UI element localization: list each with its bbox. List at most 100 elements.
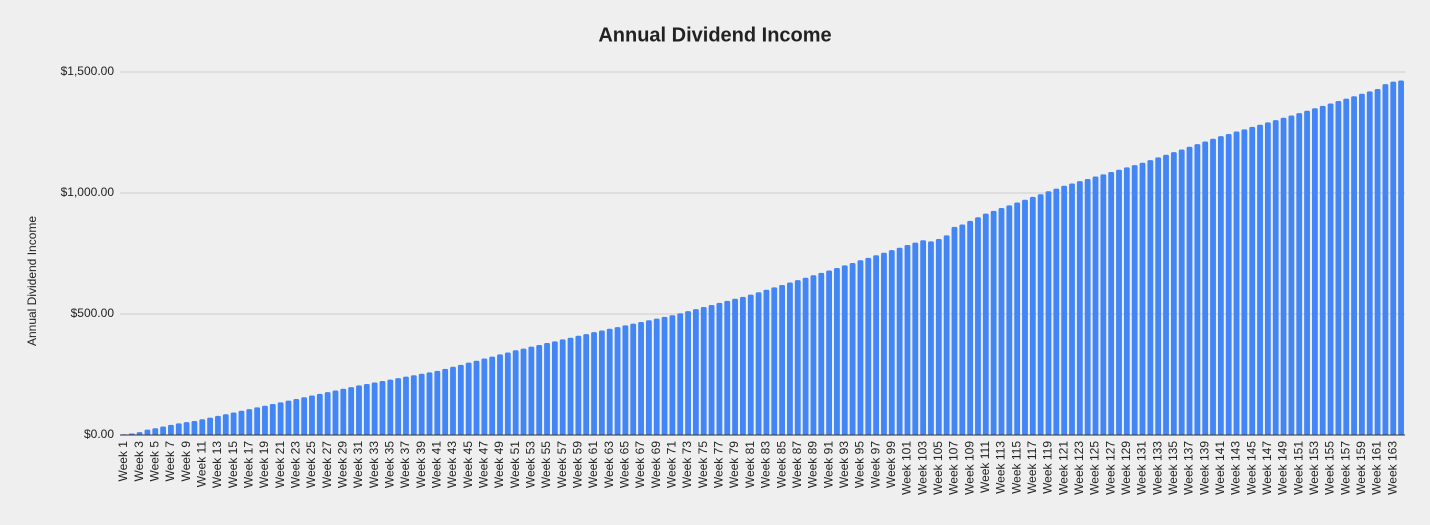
bar	[1155, 157, 1162, 435]
bar	[912, 242, 919, 435]
bar	[238, 410, 245, 435]
bar	[1061, 185, 1068, 435]
bar	[951, 226, 958, 435]
bar	[1264, 122, 1271, 435]
bar	[834, 268, 840, 435]
bar	[497, 354, 503, 435]
y-tick-label: $0.00	[84, 427, 114, 441]
x-tick-label: Week 161	[1370, 441, 1384, 495]
bar	[450, 366, 456, 435]
bar	[1210, 138, 1216, 436]
x-tick-label: Week 71	[665, 441, 679, 488]
bar	[708, 305, 715, 435]
x-tick-label: Week 85	[774, 441, 788, 488]
bar	[787, 282, 793, 435]
bar	[285, 400, 292, 435]
bar	[1014, 202, 1021, 435]
y-tick-label: $1,500.00	[61, 64, 115, 78]
bar	[136, 432, 143, 435]
bar	[975, 217, 981, 435]
bar	[1280, 117, 1287, 435]
bar	[1304, 110, 1310, 435]
bar	[614, 327, 621, 435]
bar	[865, 257, 872, 435]
bar	[771, 287, 778, 435]
bar	[1217, 136, 1224, 435]
bar	[168, 424, 174, 435]
x-tick-label: Week 29	[335, 441, 349, 488]
bar	[1076, 181, 1083, 435]
x-tick-label: Week 49	[492, 441, 506, 488]
x-tick-label: Week 133	[1150, 441, 1164, 495]
bar	[309, 395, 315, 435]
x-tick-label: Week 99	[884, 441, 898, 488]
bar	[269, 404, 276, 435]
bar	[442, 368, 449, 435]
bar	[175, 423, 182, 435]
bar	[943, 235, 950, 435]
bar	[183, 422, 190, 435]
x-tick-label: Week 89	[806, 441, 820, 488]
bar	[1006, 205, 1013, 435]
bar	[802, 277, 809, 435]
bar	[1335, 101, 1342, 435]
bar	[316, 393, 323, 435]
x-tick-label: Week 141	[1213, 441, 1227, 495]
bar	[207, 417, 214, 435]
bar	[426, 372, 433, 435]
bar	[387, 379, 394, 435]
bar	[1045, 191, 1052, 435]
x-tick-label: Week 45	[461, 441, 475, 488]
bar	[967, 220, 974, 435]
bar	[638, 321, 644, 435]
x-tick-label: Week 95	[853, 441, 867, 488]
x-tick-label: Week 55	[539, 441, 553, 488]
bar	[567, 337, 574, 435]
bar	[1163, 154, 1169, 435]
x-tick-label: Week 21	[273, 441, 287, 488]
bar	[1147, 160, 1154, 435]
bar	[246, 409, 253, 435]
bar	[1186, 146, 1193, 435]
x-tick-label: Week 103	[915, 441, 929, 495]
bar	[551, 341, 558, 435]
x-tick-label: Week 33	[367, 441, 381, 488]
bar	[896, 247, 903, 435]
bar	[622, 325, 629, 435]
x-tick-label: Week 5	[147, 441, 161, 482]
x-tick-label: Week 17	[241, 441, 255, 488]
bar	[1202, 141, 1209, 436]
bar	[1288, 115, 1295, 435]
bar	[755, 292, 762, 435]
x-tick-label: Week 77	[712, 441, 726, 488]
x-tick-label: Week 57	[555, 441, 569, 488]
bar	[1382, 84, 1389, 435]
x-tick-label: Week 145	[1244, 441, 1258, 495]
x-tick-label: Week 9	[179, 441, 193, 482]
bar	[504, 352, 511, 435]
bar	[1233, 131, 1240, 436]
bar	[1116, 169, 1122, 435]
x-tick-label: Week 105	[931, 441, 945, 495]
x-tick-label: Week 149	[1276, 441, 1290, 495]
x-tick-label: Week 163	[1385, 441, 1399, 495]
bar	[763, 289, 770, 435]
x-tick-label: Week 7	[163, 441, 177, 482]
bar	[740, 296, 746, 435]
bar	[356, 385, 362, 435]
bar	[277, 402, 284, 435]
bar	[1359, 93, 1365, 435]
bar	[818, 272, 825, 435]
x-tick-label: Week 129	[1119, 441, 1133, 495]
bar	[1100, 174, 1107, 435]
bar	[1139, 162, 1146, 435]
x-tick-label: Week 127	[1103, 441, 1117, 495]
x-tick-label: Week 139	[1197, 441, 1211, 495]
bar	[1178, 149, 1185, 435]
bar	[481, 358, 488, 435]
bar	[1249, 126, 1256, 436]
bar	[1225, 133, 1232, 435]
bar	[434, 370, 441, 435]
x-tick-label: Week 3	[132, 441, 146, 482]
